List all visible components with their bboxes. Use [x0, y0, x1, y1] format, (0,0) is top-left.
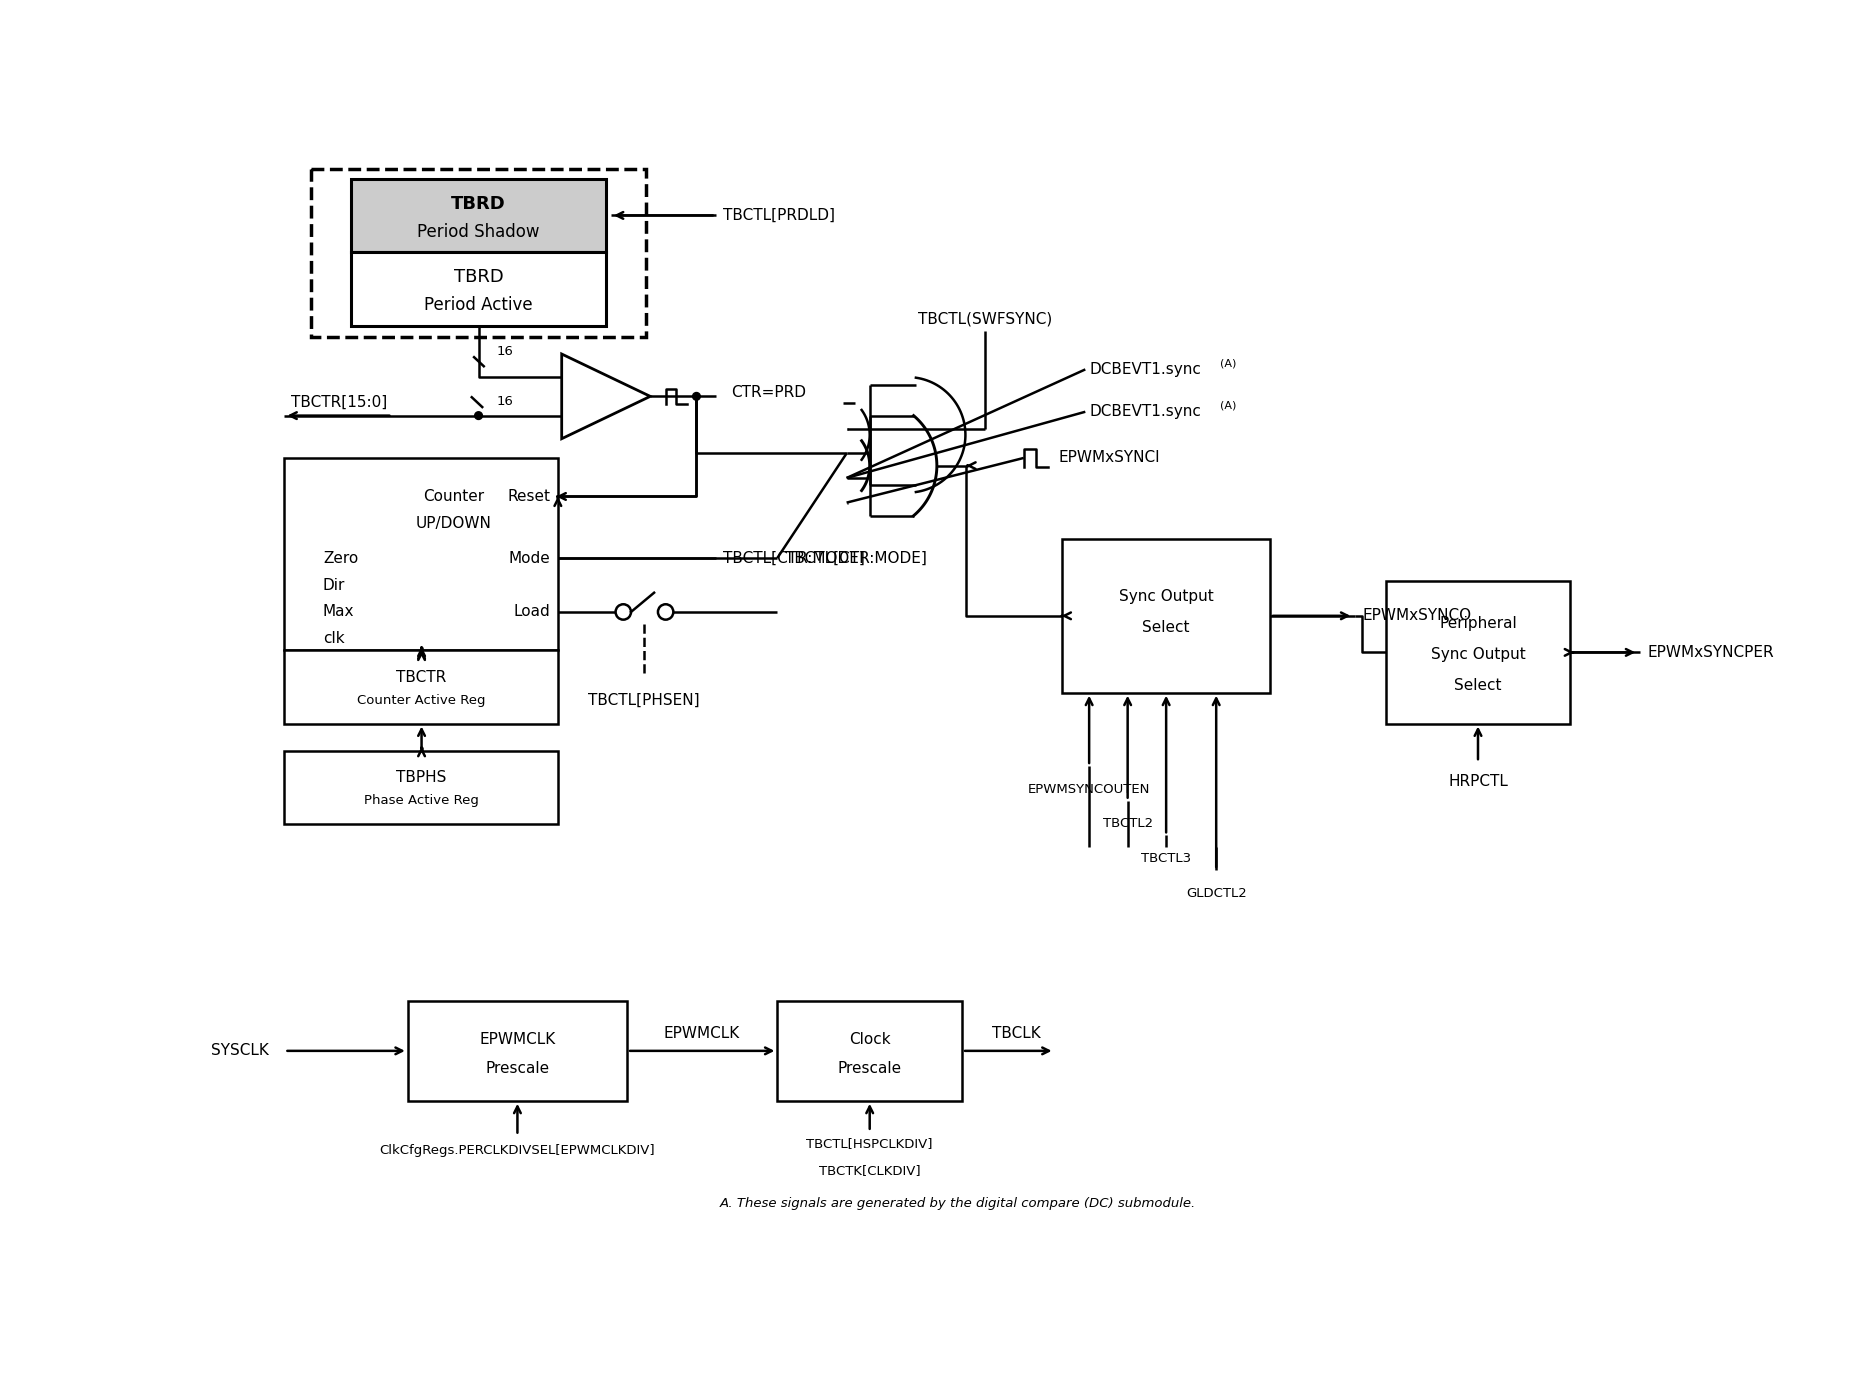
Text: 16: 16	[497, 395, 514, 408]
Text: UP/DOWN: UP/DOWN	[417, 515, 492, 531]
Text: Prescale: Prescale	[486, 1061, 549, 1076]
Text: Period Active: Period Active	[424, 296, 533, 314]
Text: TBCLK: TBCLK	[992, 1027, 1041, 1042]
Text: DCBEVT1.sync: DCBEVT1.sync	[1090, 404, 1202, 419]
Text: ClkCfgRegs.PERCLKDIVSEL[EPWMCLKDIV]: ClkCfgRegs.PERCLKDIVSEL[EPWMCLKDIV]	[379, 1145, 656, 1158]
Text: Peripheral: Peripheral	[1439, 616, 1518, 631]
Text: Sync Output: Sync Output	[1120, 588, 1213, 604]
Text: Zero: Zero	[323, 551, 359, 565]
Text: EPWMxSYNCI: EPWMxSYNCI	[1058, 451, 1161, 466]
Text: Dir: Dir	[323, 577, 346, 593]
Text: DCBEVT1.sync: DCBEVT1.sync	[1090, 362, 1202, 378]
Text: TBCTL[HSPCLKDIV]: TBCTL[HSPCLKDIV]	[806, 1137, 933, 1149]
Text: (A): (A)	[1220, 401, 1237, 411]
Text: Select: Select	[1142, 620, 1191, 635]
Text: EPWMxSYNCO: EPWMxSYNCO	[1363, 608, 1471, 623]
Text: GLDCTL2: GLDCTL2	[1185, 886, 1247, 900]
Text: TBCTL[PRDLD]: TBCTL[PRDLD]	[723, 208, 835, 223]
Polygon shape	[563, 354, 650, 438]
Text: Mode: Mode	[508, 551, 549, 565]
Text: Period Shadow: Period Shadow	[417, 223, 540, 241]
Text: SYSCLK: SYSCLK	[211, 1043, 269, 1058]
Text: TBCTK[CLKDIV]: TBCTK[CLKDIV]	[819, 1163, 921, 1177]
Text: TBCTL[PHSEN]: TBCTL[PHSEN]	[589, 693, 699, 708]
Text: Select: Select	[1454, 678, 1503, 693]
Text: TBPHS: TBPHS	[396, 770, 447, 785]
Text: TBCTL[CTR:MODE]: TBCTL[CTR:MODE]	[785, 551, 927, 565]
Text: TBRD: TBRD	[450, 194, 506, 212]
Text: Sync Output: Sync Output	[1430, 646, 1525, 661]
Circle shape	[693, 393, 701, 400]
Bar	[284, 751, 557, 824]
Text: Counter Active Reg: Counter Active Reg	[357, 695, 486, 707]
Bar	[312, 169, 647, 338]
Text: HRPCTL: HRPCTL	[1448, 774, 1508, 788]
Bar	[407, 1000, 628, 1101]
Circle shape	[658, 605, 673, 620]
Text: Prescale: Prescale	[837, 1061, 901, 1076]
Text: clk: clk	[323, 631, 344, 646]
Bar	[778, 1000, 963, 1101]
Circle shape	[615, 605, 632, 620]
Text: TBCTL[CTR:MODE]: TBCTL[CTR:MODE]	[723, 551, 865, 565]
Text: Phase Active Reg: Phase Active Reg	[364, 794, 478, 808]
Text: EPWMCLK: EPWMCLK	[663, 1027, 740, 1042]
Text: TBCTR[15:0]: TBCTR[15:0]	[292, 395, 387, 411]
Text: A. These signals are generated by the digital compare (DC) submodule.: A. These signals are generated by the di…	[720, 1197, 1196, 1210]
Circle shape	[475, 412, 482, 419]
Bar	[1385, 582, 1570, 723]
Text: EPWMxSYNCPER: EPWMxSYNCPER	[1647, 645, 1774, 660]
Bar	[284, 650, 557, 723]
Text: TBRD: TBRD	[454, 267, 503, 287]
Text: EPWMCLK: EPWMCLK	[478, 1032, 555, 1047]
Bar	[1062, 539, 1271, 693]
Text: Load: Load	[514, 605, 549, 620]
Text: Reset: Reset	[506, 489, 549, 504]
Text: 16: 16	[497, 346, 514, 358]
Bar	[284, 457, 557, 650]
Bar	[351, 179, 606, 252]
Text: (A): (A)	[1220, 358, 1237, 368]
Text: TBCTL3: TBCTL3	[1142, 852, 1191, 865]
Text: EPWMSYNCOUTEN: EPWMSYNCOUTEN	[1028, 783, 1149, 795]
Text: TBCTR: TBCTR	[396, 670, 447, 685]
Text: Counter: Counter	[424, 489, 484, 504]
Text: TBCTL2: TBCTL2	[1103, 817, 1153, 830]
Bar	[351, 252, 606, 325]
Text: Max: Max	[323, 605, 355, 620]
Text: Clock: Clock	[849, 1032, 890, 1047]
Text: CTR=PRD: CTR=PRD	[731, 384, 806, 400]
Text: TBCTL(SWFSYNC): TBCTL(SWFSYNC)	[918, 311, 1052, 327]
